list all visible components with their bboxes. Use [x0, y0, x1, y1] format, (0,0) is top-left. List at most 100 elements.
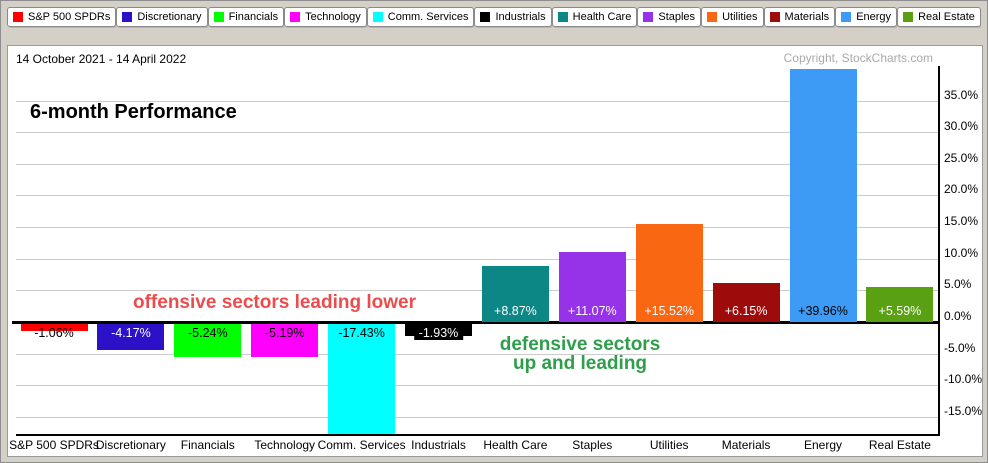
bar-value-label: -1.93% — [413, 326, 464, 340]
x-axis-label: Staples — [572, 438, 613, 452]
x-axis-label: Technology — [254, 438, 316, 452]
annotation-defensive-line1: defensive sectors — [499, 334, 661, 355]
gridline — [16, 290, 938, 292]
bar-comm-services — [328, 324, 396, 435]
x-axis-label: S&P 500 SPDRs — [9, 438, 99, 452]
legend-item-label: Staples — [658, 11, 696, 23]
legend-color-swatch — [122, 12, 133, 22]
bar-value-label: +39.96% — [798, 304, 848, 318]
y-axis-label: -15.0% — [944, 403, 983, 418]
gridline — [16, 416, 938, 418]
bar-energy — [789, 69, 857, 322]
annotation-offensive-sectors: offensive sectors leading lower — [133, 292, 416, 313]
bar-value-label: +5.59% — [878, 304, 922, 318]
legend-color-swatch — [643, 12, 654, 22]
x-axis-label: Industrials — [411, 438, 466, 452]
zero-line — [12, 321, 938, 324]
legend-item-label: Discretionary — [137, 11, 202, 23]
legend-item-label: Utilities — [722, 11, 758, 23]
bar-value-label: -5.19% — [264, 326, 305, 340]
y-axis-label: 10.0% — [944, 245, 979, 260]
gridline — [16, 163, 938, 165]
x-axis-label: Materials — [721, 438, 771, 452]
bar-value-label: +8.87% — [494, 304, 537, 318]
bar-financials — [174, 324, 242, 358]
x-axis-label: Real Estate — [868, 438, 931, 452]
x-axis-label: Discretionary — [95, 438, 166, 452]
bar-staples — [558, 251, 626, 322]
legend-item-comm-services[interactable]: Comm. Services — [366, 7, 475, 27]
gridline — [16, 100, 938, 102]
y-axis-line — [938, 66, 940, 436]
legend-item-industrials[interactable]: Industrials — [474, 7, 552, 27]
x-axis-label: Financials — [180, 438, 235, 452]
legend-color-swatch — [290, 12, 301, 22]
x-axis-line — [16, 434, 938, 436]
bar-value-label: -5.24% — [187, 326, 228, 340]
copyright-label: Copyright, StockCharts.com — [783, 51, 933, 65]
bar-health-care — [481, 265, 549, 322]
x-axis-label: Utilities — [649, 438, 689, 452]
bar-value-label: -1.06% — [34, 326, 74, 340]
legend-item-energy[interactable]: Energy — [835, 7, 898, 27]
x-axis-label: Energy — [803, 438, 843, 452]
legend-item-financials[interactable]: Financials — [207, 7, 285, 27]
legend-item-label: Technology — [305, 11, 361, 23]
legend-color-swatch — [480, 12, 491, 22]
bar-utilities — [635, 223, 703, 322]
legend-color-swatch — [707, 12, 718, 22]
bar-value-label: -4.17% — [111, 326, 151, 340]
bar-discretionary — [97, 324, 165, 351]
legend-item-label: Energy — [856, 11, 892, 23]
legend-item-label: Industrials — [495, 11, 546, 23]
legend-color-swatch — [903, 12, 914, 22]
legend-item-label: Health Care — [572, 11, 632, 23]
legend-item-discretionary[interactable]: Discretionary — [116, 7, 208, 27]
x-axis-label: Health Care — [483, 438, 548, 452]
gridline — [16, 195, 938, 197]
chart-panel: 14 October 2021 - 14 April 2022 Copyrigh… — [7, 45, 983, 457]
legend-item-label: Financials — [228, 11, 279, 23]
gridline — [16, 353, 938, 355]
legend-item-real-estate[interactable]: Real Estate — [897, 7, 981, 27]
gridline — [16, 258, 938, 260]
legend-item-health-care[interactable]: Health Care — [551, 7, 638, 27]
y-axis-label: 5.0% — [944, 277, 972, 292]
annotation-defensive-sectors: defensive sectors up and leading — [500, 335, 661, 373]
y-axis-label: 25.0% — [944, 150, 979, 165]
bar-value-label: +15.52% — [644, 304, 695, 318]
bar-technology — [251, 324, 319, 357]
y-axis-label: 0.0% — [944, 309, 972, 323]
x-axis-label: Comm. Services — [317, 438, 406, 452]
gridline — [16, 227, 938, 229]
bar-value-label: -17.43% — [338, 326, 385, 340]
legend-item-utilities[interactable]: Utilities — [701, 7, 764, 27]
legend-color-swatch — [13, 12, 23, 22]
bar-value-label: +11.07% — [567, 304, 617, 318]
legend-item-staples[interactable]: Staples — [637, 7, 702, 27]
y-axis-label: 15.0% — [944, 214, 979, 229]
legend-item-technology[interactable]: Technology — [284, 7, 367, 27]
legend-item-label: S&P 500 SPDRs — [28, 11, 111, 23]
date-range-label: 14 October 2021 - 14 April 2022 — [16, 52, 187, 66]
bar-s-p-500-spdrs — [20, 324, 88, 331]
legend-color-swatch — [841, 12, 852, 22]
gridline — [16, 132, 938, 134]
gridline — [16, 385, 938, 387]
chart-title: 6-month Performance — [30, 101, 237, 123]
y-axis-label: -5.0% — [944, 340, 976, 355]
bar-real-estate — [866, 286, 934, 322]
legend-item-materials[interactable]: Materials — [763, 7, 836, 27]
legend-color-swatch — [213, 12, 224, 22]
legend-item-label: Comm. Services — [387, 11, 469, 23]
y-axis-label: 35.0% — [944, 87, 979, 102]
y-axis-label: 30.0% — [944, 119, 979, 134]
legend-item-label: Materials — [784, 11, 830, 23]
legend-color-swatch — [372, 12, 383, 22]
legend: S&P 500 SPDRs Discretionary Financials Tech… — [7, 5, 981, 29]
bar-materials — [712, 283, 780, 322]
bar-value-label: +6.15% — [724, 304, 768, 318]
legend-item-s-p-500-spdrs[interactable]: S&P 500 SPDRs — [7, 7, 117, 27]
annotation-defensive-line2: up and leading — [512, 353, 648, 374]
